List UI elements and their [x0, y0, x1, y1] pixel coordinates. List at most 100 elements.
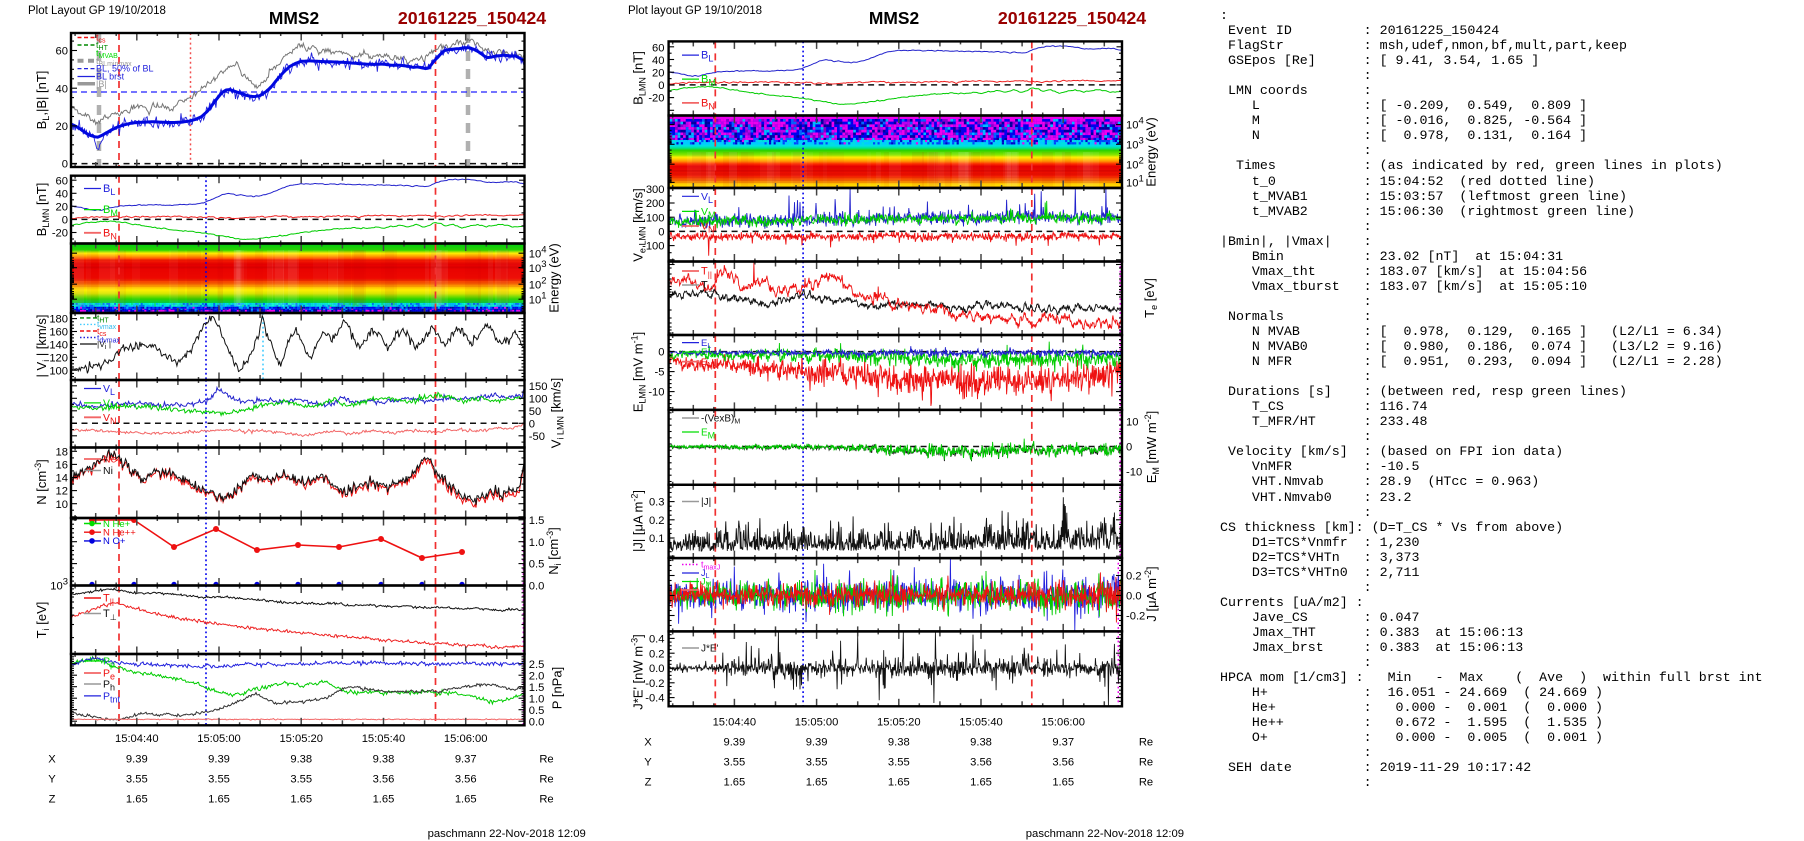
svg-text:1.65: 1.65: [373, 794, 395, 806]
svg-text:|J| [μA m-2]: |J| [μA m-2]: [630, 490, 646, 552]
svg-text:1.65: 1.65: [1052, 776, 1074, 788]
svg-text:0: 0: [658, 80, 664, 92]
svg-text:-20: -20: [648, 93, 664, 105]
svg-text:0: 0: [658, 227, 664, 239]
svg-text:JM: JM: [701, 577, 712, 589]
svg-text:MMS2: MMS2: [269, 8, 319, 28]
svg-text:0.2: 0.2: [649, 515, 665, 527]
svg-text:Y: Y: [644, 756, 652, 768]
svg-text:3.56: 3.56: [455, 774, 477, 786]
svg-text:0.4: 0.4: [649, 634, 665, 646]
svg-text:1.65: 1.65: [723, 776, 745, 788]
svg-text:9.37: 9.37: [455, 754, 477, 766]
svg-text:Re: Re: [1139, 776, 1153, 788]
svg-text:10: 10: [1126, 417, 1138, 429]
svg-text:VM: VM: [701, 206, 716, 220]
svg-text:T||: T||: [701, 266, 712, 280]
svg-text:9.38: 9.38: [373, 754, 395, 766]
svg-text:100: 100: [529, 393, 548, 405]
svg-text:15:04:40: 15:04:40: [115, 733, 159, 745]
svg-text:Energy (eV): Energy (eV): [547, 243, 562, 312]
svg-text:paschmann 22-Nov-2018 12:09: paschmann 22-Nov-2018 12:09: [428, 828, 586, 840]
svg-text:15:05:40: 15:05:40: [362, 733, 406, 745]
svg-text:180: 180: [49, 314, 68, 326]
svg-text:3.56: 3.56: [1052, 756, 1074, 768]
svg-text:BL,|B| [nT]: BL,|B| [nT]: [34, 71, 51, 130]
svg-text:2.0: 2.0: [529, 670, 545, 682]
svg-text:-0.4: -0.4: [645, 693, 664, 705]
svg-text:paschmann 22-Nov-2018 12:09: paschmann 22-Nov-2018 12:09: [1026, 828, 1184, 840]
svg-text:BL: BL: [103, 183, 115, 197]
svg-text:0: 0: [529, 418, 535, 430]
svg-text:JN: JN: [701, 585, 711, 597]
svg-text:Pp: Pp: [103, 656, 115, 670]
svg-text:20161225_150424: 20161225_150424: [398, 8, 546, 28]
svg-text:N He++: N He++: [103, 528, 136, 539]
svg-text:9.39: 9.39: [806, 736, 828, 748]
svg-text:BLMN [nT]: BLMN [nT]: [34, 183, 51, 237]
svg-text:BN: BN: [103, 227, 117, 241]
svg-text:Ni [cm-3]: Ni [cm-3]: [545, 527, 563, 575]
svg-text:20: 20: [652, 67, 664, 79]
svg-text:Pe: Pe: [103, 668, 115, 682]
svg-text:3.56: 3.56: [970, 756, 992, 768]
svg-text:15:05:40: 15:05:40: [959, 716, 1003, 728]
svg-text:0.0: 0.0: [1126, 591, 1142, 603]
svg-text:|J|: |J|: [701, 497, 711, 508]
svg-text:Plot layout GP 19/10/2018: Plot layout GP 19/10/2018: [628, 5, 762, 17]
svg-text:Ptnt: Ptnt: [103, 690, 121, 704]
svg-text:1.65: 1.65: [888, 776, 910, 788]
svg-text:0.2: 0.2: [649, 648, 665, 660]
svg-text:10: 10: [56, 499, 68, 511]
svg-text:160: 160: [49, 327, 68, 339]
svg-text:3.55: 3.55: [208, 774, 230, 786]
svg-text:60: 60: [652, 42, 664, 54]
svg-text:18: 18: [56, 446, 68, 458]
svg-text:120: 120: [49, 352, 68, 364]
svg-text:-10: -10: [1126, 467, 1142, 479]
svg-text:0.0: 0.0: [649, 663, 665, 675]
svg-text:150: 150: [529, 381, 548, 393]
svg-text:0.3: 0.3: [649, 497, 665, 509]
svg-text:VN: VN: [701, 221, 715, 235]
svg-text:60: 60: [56, 175, 68, 187]
svg-text:BM: BM: [701, 74, 716, 88]
svg-text:200: 200: [646, 198, 665, 210]
svg-text:60: 60: [56, 46, 68, 58]
svg-text:-5: -5: [655, 367, 665, 379]
svg-text:|Vi |: |Vi |: [97, 339, 111, 351]
svg-text:12: 12: [56, 486, 68, 498]
svg-text:9.39: 9.39: [126, 754, 148, 766]
svg-text:1.5: 1.5: [529, 515, 545, 527]
svg-text:Ni: Ni: [103, 465, 113, 477]
svg-text:VM: VM: [103, 397, 118, 411]
svg-text:3.55: 3.55: [806, 756, 828, 768]
svg-text:16: 16: [56, 460, 68, 472]
svg-text:N He+: N He+: [103, 519, 131, 530]
svg-text:-(VexB)M: -(VexB)M: [701, 414, 740, 426]
svg-text:20: 20: [56, 202, 68, 214]
svg-text:9.38: 9.38: [970, 736, 992, 748]
svg-text:Re: Re: [539, 794, 553, 806]
svg-text:0.0: 0.0: [529, 716, 545, 728]
svg-text:-50: -50: [529, 431, 545, 443]
svg-text:0.0: 0.0: [529, 581, 545, 593]
svg-text:0: 0: [62, 159, 68, 171]
svg-text:J*E': J*E': [701, 644, 719, 655]
svg-text:2.5: 2.5: [529, 659, 545, 671]
svg-text:3.56: 3.56: [373, 774, 395, 786]
svg-text:15:06:00: 15:06:00: [1041, 716, 1085, 728]
svg-text:20: 20: [56, 121, 68, 133]
svg-text:Ne: Ne: [103, 454, 117, 466]
svg-text:Ti [eV]: Ti [eV]: [34, 602, 51, 639]
svg-text:0.1: 0.1: [649, 533, 665, 545]
svg-text:Z: Z: [645, 776, 652, 788]
svg-text:3.55: 3.55: [290, 774, 312, 786]
svg-text:-10: -10: [648, 387, 664, 399]
svg-text:BL brst: BL brst: [96, 72, 125, 82]
svg-text:1.65: 1.65: [455, 794, 477, 806]
svg-text:-0.2: -0.2: [1126, 611, 1145, 623]
svg-text:15:05:00: 15:05:00: [197, 733, 241, 745]
svg-text:Plot Layout GP 19/10/2018: Plot Layout GP 19/10/2018: [28, 5, 166, 17]
svg-text:3.55: 3.55: [888, 756, 910, 768]
